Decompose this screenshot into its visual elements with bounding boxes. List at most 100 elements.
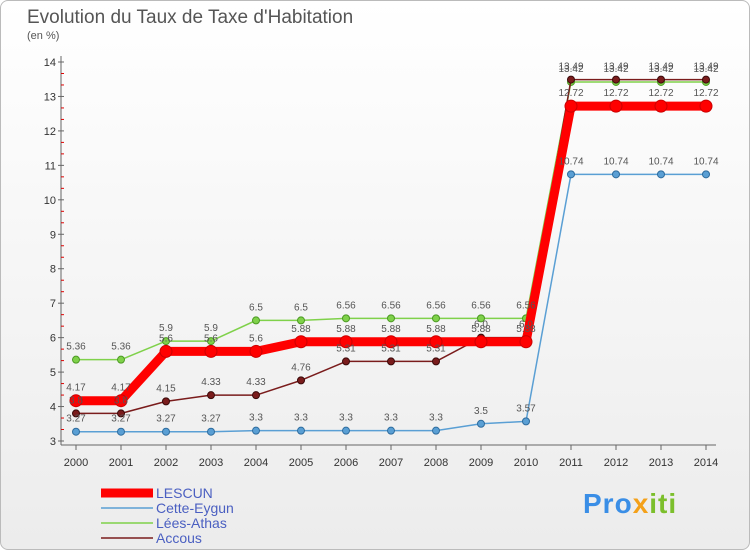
data-point-accous <box>567 75 575 84</box>
x-tick-label: 2011 <box>559 457 583 469</box>
data-point-cette-eygun <box>207 427 215 436</box>
x-tick-label: 2002 <box>154 457 178 469</box>
data-label-cette-eygun: 3.3 <box>339 413 353 424</box>
y-tick-label: 7 <box>50 298 56 310</box>
data-point-l-es-athas <box>72 355 80 364</box>
data-label-l-es-athas: 5.36 <box>66 342 86 353</box>
data-point-lescun <box>474 335 488 349</box>
data-point-l-es-athas <box>207 337 215 346</box>
data-label-lescun: 5.88 <box>381 324 401 335</box>
data-point-cette-eygun <box>117 427 125 436</box>
data-point-accous <box>387 357 395 366</box>
data-label-accous: 13.49 <box>558 62 583 73</box>
data-label-l-es-athas: 13.42 <box>603 64 628 75</box>
legend-label-lescun: LESCUN <box>156 485 213 501</box>
legend-label-cette-eygun: Cette-Eygun <box>156 500 234 516</box>
data-label-lescun: 5.6 <box>159 333 173 344</box>
data-label-accous: 5.31 <box>426 343 446 354</box>
data-label-lescun: 12.72 <box>558 88 583 99</box>
data-label-l-es-athas: 5.36 <box>111 342 131 353</box>
data-label-accous: 13.49 <box>603 62 628 73</box>
data-labels-layer: 3.27 3.27 3.27 3.27 3.3 3.3 3.3 3.3 3.3 3.5 3.57 10… <box>66 62 719 425</box>
data-label-lescun: 5.6 <box>249 333 263 344</box>
chart-unit-label: (en %) <box>27 30 60 42</box>
x-tick-label: 2004 <box>244 457 268 469</box>
series-l-es-athas <box>72 77 710 364</box>
logo-part-3: iti <box>649 488 678 519</box>
y-tick-label: 11 <box>45 160 56 172</box>
data-point-cette-eygun <box>72 427 80 436</box>
data-point-cette-eygun <box>252 426 260 435</box>
data-point-lescun <box>114 394 128 408</box>
data-label-accous: 4.33 <box>201 377 221 388</box>
data-label-accous: 5.31 <box>336 343 356 354</box>
data-label-lescun: 5.88 <box>336 324 356 335</box>
data-label-l-es-athas: 13.42 <box>693 64 718 75</box>
y-tick-label: 12 <box>44 126 56 138</box>
data-point-l-es-athas <box>297 316 305 325</box>
data-label-lescun: 5.88 <box>516 324 536 335</box>
data-label-cette-eygun: 3.27 <box>111 414 131 425</box>
data-point-lescun <box>429 335 443 349</box>
data-label-accous: 3.8 <box>114 395 128 406</box>
data-point-lescun <box>204 344 218 358</box>
data-label-accous: 6.0 <box>519 320 533 331</box>
data-point-lescun <box>699 99 713 113</box>
data-point-accous <box>702 75 710 84</box>
data-label-lescun: 5.88 <box>471 324 491 335</box>
data-point-cette-eygun <box>657 170 665 179</box>
data-point-lescun <box>519 335 533 349</box>
data-label-accous: 4.15 <box>156 383 176 394</box>
data-point-cette-eygun <box>297 426 305 435</box>
data-label-lescun: 12.72 <box>693 88 718 99</box>
chart-title: Evolution du Taux de Taxe d'Habitation <box>27 7 354 28</box>
data-point-l-es-athas <box>432 314 440 323</box>
data-point-accous <box>432 357 440 366</box>
y-tick-label: 9 <box>50 229 56 241</box>
x-tick-label: 2000 <box>64 457 88 469</box>
x-tick-label: 2006 <box>334 457 358 469</box>
proxiti-logo: Proxiti <box>583 488 677 520</box>
x-tick-label: 2007 <box>379 457 403 469</box>
series-lescun <box>69 99 713 408</box>
x-tick-label: 2008 <box>424 457 448 469</box>
series-layer <box>69 75 713 436</box>
data-label-accous: 13.49 <box>648 62 673 73</box>
data-label-lescun: 4.17 <box>66 383 86 394</box>
data-point-cette-eygun <box>522 417 530 426</box>
x-tick-label: 2013 <box>649 457 673 469</box>
x-tick-label: 2005 <box>289 457 313 469</box>
x-tick-label: 2009 <box>469 457 493 469</box>
data-point-lescun <box>69 394 83 408</box>
data-point-lescun <box>609 99 623 113</box>
data-label-l-es-athas: 5.9 <box>204 323 218 334</box>
data-label-l-es-athas: 6.56 <box>426 300 446 311</box>
data-label-lescun: 5.88 <box>291 324 311 335</box>
data-label-l-es-athas: 6.5 <box>294 302 308 313</box>
legend-label-l-es-athas: Lées-Athas <box>156 515 227 531</box>
data-point-cette-eygun <box>432 426 440 435</box>
data-point-cette-eygun <box>387 426 395 435</box>
data-label-cette-eygun: 3.3 <box>294 413 308 424</box>
data-point-lescun <box>654 99 668 113</box>
data-label-cette-eygun: 3.57 <box>516 403 536 414</box>
data-point-cette-eygun <box>162 427 170 436</box>
data-label-l-es-athas: 6.56 <box>381 300 401 311</box>
data-point-accous <box>612 75 620 84</box>
data-label-cette-eygun: 10.74 <box>693 156 718 167</box>
data-point-cette-eygun <box>612 170 620 179</box>
data-label-lescun: 5.6 <box>204 333 218 344</box>
data-point-accous <box>342 357 350 366</box>
data-point-cette-eygun <box>702 170 710 179</box>
x-tick-label: 2014 <box>694 457 718 469</box>
data-point-lescun <box>249 344 263 358</box>
data-label-l-es-athas: 13.42 <box>558 64 583 75</box>
data-point-cette-eygun <box>567 170 575 179</box>
data-label-l-es-athas: 6.56 <box>471 300 491 311</box>
data-point-accous <box>657 75 665 84</box>
x-tick-label: 2001 <box>109 457 133 469</box>
data-label-lescun: 5.88 <box>426 324 446 335</box>
y-tick-label: 5 <box>50 367 56 379</box>
data-point-accous <box>207 391 215 400</box>
